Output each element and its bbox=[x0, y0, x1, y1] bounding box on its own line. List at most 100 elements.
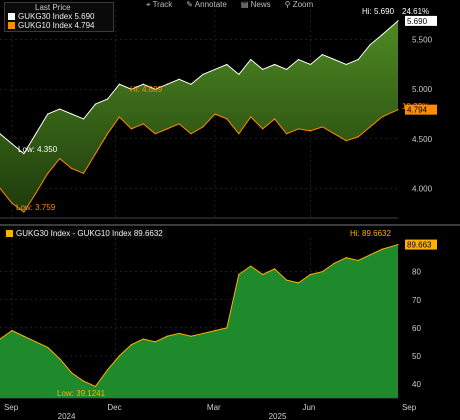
gukg10-point bbox=[0, 187, 1, 189]
spread-point bbox=[309, 273, 312, 276]
spread-point bbox=[142, 338, 144, 340]
legend-top: Last Price GUKG30 Index 5.690 GUKG10 Ind… bbox=[4, 2, 114, 32]
y-tick-label: 5.000 bbox=[412, 85, 433, 94]
spread-point bbox=[274, 268, 276, 270]
gukg30-point bbox=[214, 68, 216, 71]
spread-point bbox=[59, 358, 61, 360]
gukg10-point bbox=[190, 133, 192, 135]
spread-point bbox=[226, 327, 228, 329]
spread-point bbox=[397, 243, 399, 246]
gukg30-point bbox=[35, 133, 37, 135]
last-value-gukg30: 5.690 bbox=[407, 17, 428, 26]
y-tick-label: 80 bbox=[412, 268, 421, 277]
spread-point bbox=[262, 273, 264, 276]
last-value-spread: 89.663 bbox=[407, 241, 432, 250]
legend-gukg30[interactable]: GUKG30 Index 5.690 bbox=[5, 12, 113, 21]
gukg30-point bbox=[369, 44, 371, 46]
spread-point bbox=[250, 265, 252, 267]
gukg30-point bbox=[202, 73, 204, 75]
gukg30-point bbox=[381, 34, 383, 36]
gukg10-point bbox=[59, 157, 61, 160]
gukg10-point bbox=[142, 123, 144, 125]
gukg10-point bbox=[178, 123, 180, 125]
spread-point bbox=[82, 380, 85, 382]
gukg10-point bbox=[82, 172, 85, 175]
x-tick-label: Sep bbox=[402, 403, 417, 412]
y-tick-label: 60 bbox=[412, 324, 421, 333]
gukg10-swatch bbox=[8, 22, 15, 29]
last-value-box-gukg30 bbox=[405, 15, 437, 26]
gukg10-point bbox=[11, 202, 13, 204]
spread-point bbox=[369, 254, 371, 256]
annotation-low-gukg10: Low: 3.759 bbox=[16, 203, 56, 212]
gukg10-point bbox=[357, 136, 359, 138]
gukg30-point bbox=[130, 88, 132, 90]
x-year-label: 2024 bbox=[58, 412, 76, 420]
spread-point bbox=[333, 262, 335, 264]
legend-spread[interactable]: GUKG30 Index - GUKG10 Index 89.6632 bbox=[4, 228, 167, 238]
y-tick-label: 70 bbox=[412, 296, 421, 305]
last-value-box-gukg10 bbox=[405, 104, 437, 115]
gukg10-point bbox=[226, 118, 228, 120]
spread-point bbox=[94, 385, 97, 388]
gukg30-point bbox=[321, 53, 323, 56]
gukg10-point bbox=[309, 130, 312, 132]
y-tick-label: 4.500 bbox=[412, 135, 433, 144]
gukg10-point bbox=[47, 172, 49, 175]
spread-point bbox=[238, 273, 240, 276]
x-year-label: 2025 bbox=[269, 412, 287, 420]
track-button[interactable]: ⌖ Track bbox=[146, 0, 173, 9]
spread-point bbox=[166, 335, 168, 337]
x-tick-label: Jun bbox=[302, 403, 315, 412]
spread-point bbox=[35, 341, 37, 343]
annotation-hi-spread: Hi: 89.6632 bbox=[350, 229, 391, 238]
gukg10-point bbox=[166, 128, 168, 130]
spread-point bbox=[178, 332, 180, 335]
spread-point bbox=[71, 372, 73, 374]
annotate-button[interactable]: ✎ Annotate bbox=[186, 0, 227, 9]
gukg10-point bbox=[333, 133, 335, 135]
gukg30-legend-label: GUKG30 Index 5.690 bbox=[18, 12, 95, 21]
annotation-pct-gukg30: 24.61% bbox=[402, 7, 429, 16]
spread-point bbox=[118, 355, 120, 357]
spread-point bbox=[130, 344, 132, 346]
news-label: News bbox=[250, 0, 271, 9]
zoom-label: Zoom bbox=[292, 0, 314, 9]
y-tick-label: 5.500 bbox=[412, 36, 433, 45]
gukg30-point bbox=[11, 143, 13, 145]
last-value-box-spread bbox=[405, 239, 437, 250]
annotate-label: Annotate bbox=[194, 0, 227, 9]
gukg10-point bbox=[238, 133, 240, 135]
gukg10-point bbox=[71, 167, 73, 170]
zoom-button[interactable]: ⚲ Zoom bbox=[284, 0, 314, 9]
spread-point bbox=[47, 346, 49, 349]
gukg30-point bbox=[118, 83, 120, 85]
last-value-gukg10: 4.794 bbox=[407, 106, 428, 115]
gukg10-point bbox=[397, 109, 399, 111]
annotation-low-spread: Low: 39.1241 bbox=[57, 389, 106, 398]
gukg30-point bbox=[397, 20, 399, 22]
news-button[interactable]: ▤ News bbox=[240, 0, 271, 9]
gukg30-point bbox=[166, 83, 168, 85]
gukg30-point bbox=[59, 108, 61, 110]
gukg10-legend-label: GUKG10 Index 4.794 bbox=[18, 21, 95, 30]
x-tick-label: Sep bbox=[4, 403, 19, 412]
gukg10-point bbox=[106, 133, 109, 135]
gukg30-point bbox=[309, 63, 312, 66]
spread-point bbox=[0, 338, 1, 340]
gukg30-point bbox=[285, 68, 288, 71]
annotation-hi-gukg10: Hi: 4.889 bbox=[130, 85, 163, 94]
gukg30-point bbox=[178, 78, 180, 80]
gukg30-point bbox=[357, 58, 359, 61]
spread-point bbox=[154, 341, 156, 343]
legend-gukg10[interactable]: GUKG10 Index 4.794 bbox=[5, 21, 113, 30]
gukg10-point bbox=[202, 126, 204, 128]
spread-point bbox=[11, 330, 13, 332]
gukg30-point bbox=[154, 88, 156, 90]
legend-title: Last Price bbox=[35, 3, 71, 12]
track-label: Track bbox=[152, 0, 173, 9]
spread-point bbox=[23, 335, 25, 337]
gukg30-point bbox=[47, 113, 49, 115]
spread-point bbox=[345, 257, 347, 259]
